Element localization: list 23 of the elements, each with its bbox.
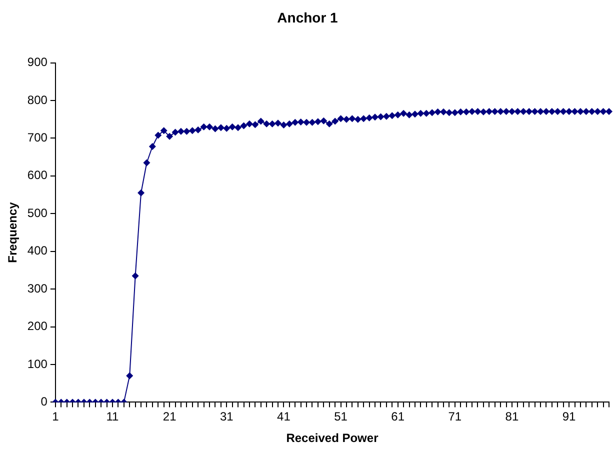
y-tick-label: 900: [27, 55, 48, 70]
y-tick-label: 500: [27, 206, 48, 220]
y-tick-label: 800: [27, 92, 48, 107]
chart-title: Anchor 1: [277, 9, 338, 26]
x-tick-label: 21: [162, 410, 177, 424]
y-tick-label: 300: [27, 281, 48, 296]
x-tick-label: 61: [391, 410, 405, 424]
y-tick-label: 200: [27, 319, 48, 334]
x-axis-title: Received Power: [286, 431, 379, 446]
x-tick-label: 51: [334, 410, 348, 424]
x-tick-label: 71: [448, 410, 462, 424]
y-tick-label: 700: [27, 130, 48, 145]
y-tick-label: 0: [40, 394, 48, 409]
y-tick-label: 100: [27, 356, 48, 371]
x-tick-label: 1: [52, 410, 60, 424]
y-axis-title: Frequency: [6, 202, 20, 263]
x-tick-label: 91: [562, 410, 576, 424]
x-tick-label: 11: [106, 410, 120, 424]
x-tick-label: 41: [277, 410, 291, 424]
y-tick-label: 400: [27, 244, 48, 258]
y-tick-label: 600: [27, 168, 48, 182]
x-tick-label: 81: [505, 410, 519, 424]
x-tick-label: 31: [220, 410, 234, 424]
